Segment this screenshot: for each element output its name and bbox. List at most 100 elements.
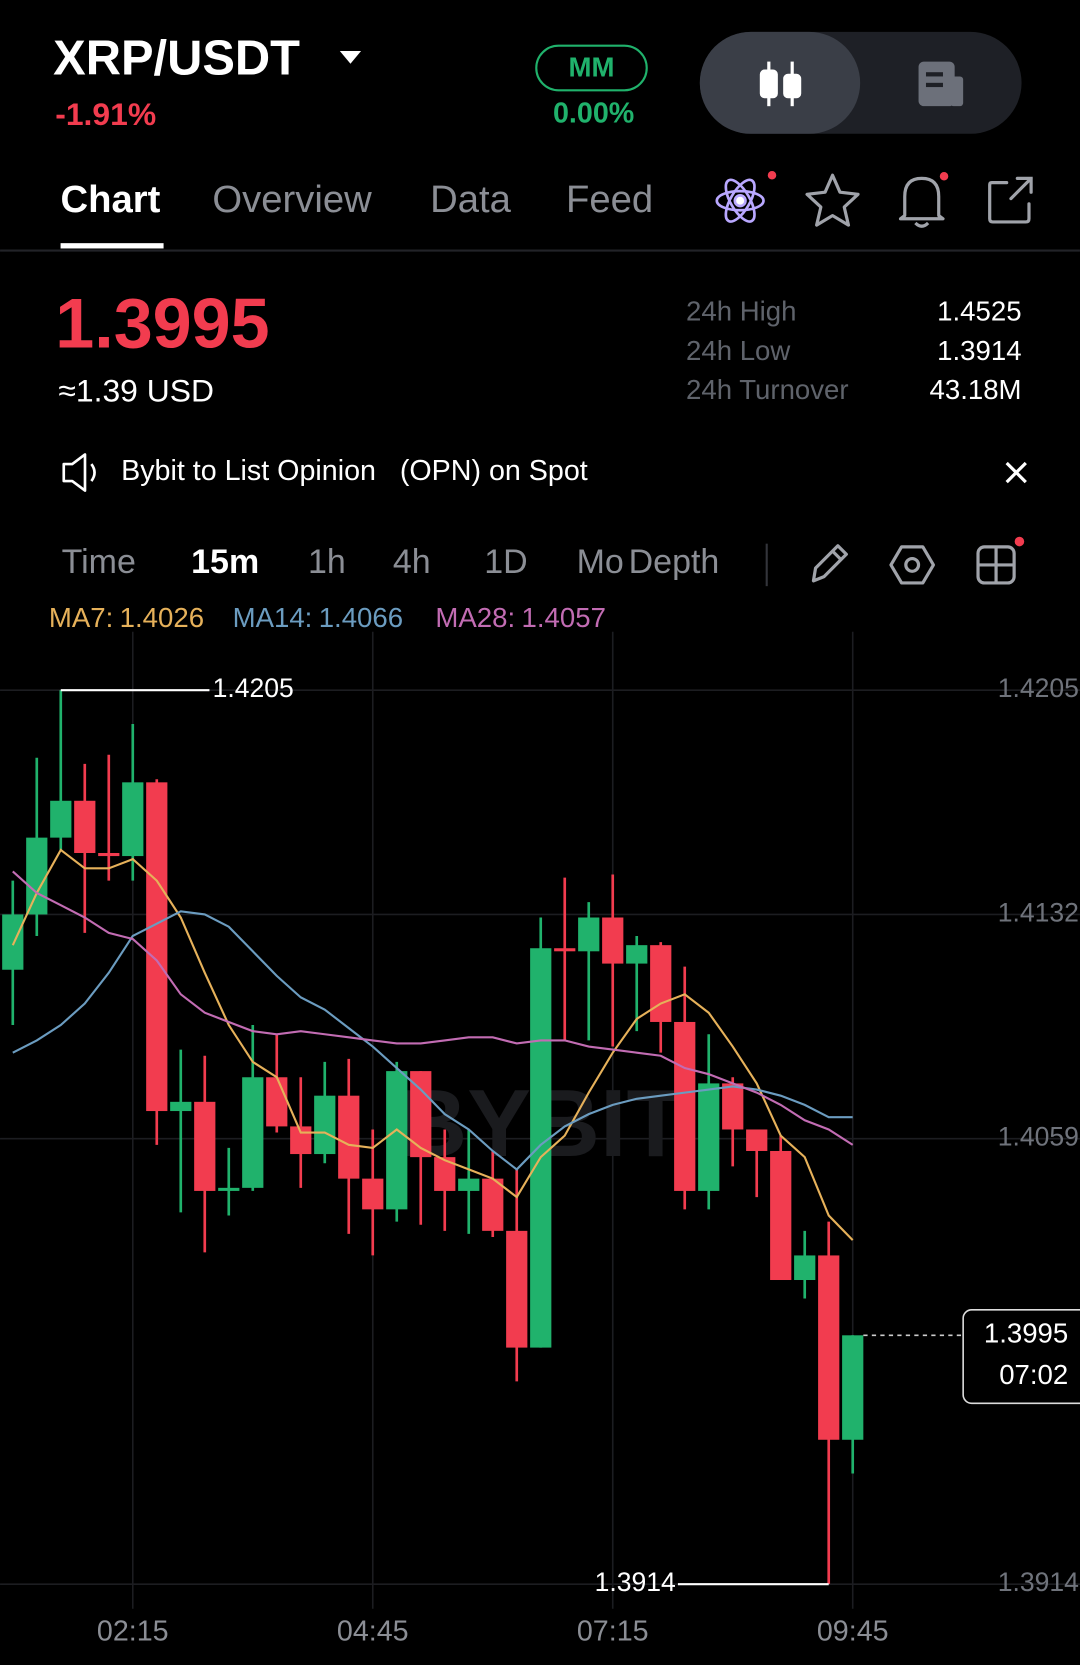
candle-body bbox=[530, 948, 552, 1348]
legend-entry: MA28: 1.4057 bbox=[435, 602, 606, 633]
interval[interactable]: Mo bbox=[577, 543, 624, 581]
stat-label: 24h Turnover bbox=[686, 374, 849, 405]
candle-body bbox=[722, 1083, 744, 1130]
mm-label[interactable]: MM bbox=[569, 51, 615, 82]
high-marker-label: 1.4205 bbox=[213, 673, 294, 703]
candle-body bbox=[170, 1101, 192, 1112]
y-tick-label: 1.3914 bbox=[998, 1567, 1079, 1597]
change: -1.91% bbox=[55, 96, 156, 132]
legend-name: MA7: bbox=[49, 602, 113, 633]
legend-value: 1.4026 bbox=[120, 602, 204, 633]
tab[interactable]: Feed bbox=[566, 178, 653, 221]
y-tick-label: 1.4132 bbox=[998, 897, 1079, 927]
stat-label: 24h High bbox=[686, 296, 796, 327]
stat-label: 24h Low bbox=[686, 335, 790, 366]
ai-icon[interactable] bbox=[715, 176, 765, 226]
legend-name: MA28: bbox=[435, 602, 515, 633]
intervals: Time 15m 1h 4h 1D Mo Depth bbox=[62, 543, 720, 581]
candle-body bbox=[458, 1178, 480, 1191]
badge-dot bbox=[1014, 536, 1025, 547]
candle-body bbox=[506, 1230, 528, 1348]
current-price-label: 1.3995 bbox=[984, 1318, 1068, 1349]
candle-body bbox=[794, 1255, 816, 1281]
candle-body bbox=[2, 914, 24, 970]
settings-icon-center bbox=[904, 556, 921, 573]
ma-line bbox=[11, 848, 854, 1241]
interval[interactable]: Depth bbox=[629, 543, 720, 581]
candle-body bbox=[410, 1071, 432, 1158]
low-marker-label: 1.3914 bbox=[595, 1567, 676, 1597]
candle-body bbox=[650, 945, 672, 1022]
tab-underline bbox=[60, 243, 164, 249]
candle-body bbox=[50, 800, 72, 838]
candle-body bbox=[578, 917, 600, 952]
candle-body bbox=[818, 1255, 840, 1440]
candle-body bbox=[242, 1077, 264, 1188]
legend-entry: MA7: 1.4026 bbox=[49, 602, 204, 633]
candle-body bbox=[674, 1021, 696, 1191]
legend-name: MA14: bbox=[233, 602, 313, 633]
countdown: 07:02 bbox=[999, 1359, 1068, 1390]
mm-badge[interactable] bbox=[535, 44, 648, 92]
candle-body bbox=[26, 837, 48, 915]
candle-body bbox=[98, 852, 120, 857]
x-tick-label: 07:15 bbox=[577, 1616, 649, 1648]
current-price-box bbox=[962, 1309, 1080, 1405]
pair-dropdown[interactable] bbox=[339, 50, 362, 64]
candle-body bbox=[626, 945, 648, 964]
candle-body bbox=[698, 1083, 720, 1191]
alert-icon[interactable] bbox=[898, 176, 945, 228]
share-icon[interactable] bbox=[988, 176, 1033, 224]
tab[interactable]: Data bbox=[430, 178, 511, 221]
legend-value: 1.4057 bbox=[522, 602, 606, 633]
info-view-icon[interactable] bbox=[918, 61, 964, 107]
interval[interactable]: 1D bbox=[484, 543, 527, 581]
interval[interactable]: 4h bbox=[393, 543, 431, 581]
draw-icon[interactable] bbox=[811, 544, 848, 583]
pair[interactable]: XRP/USDT bbox=[53, 31, 300, 85]
stats: 24h High 1.4525 24h Low 1.3914 24h Turnover 4… bbox=[686, 296, 1022, 406]
tabs: Chart Overview Data Feed bbox=[61, 178, 654, 221]
stat-value: 1.4525 bbox=[937, 296, 1021, 327]
candle-body bbox=[746, 1129, 768, 1151]
tab[interactable]: Overview bbox=[212, 178, 372, 221]
interval[interactable]: 15m bbox=[191, 543, 259, 581]
candle-body bbox=[386, 1071, 408, 1210]
candlestick-chart[interactable]: MA7: 1.4026 MA14: 1.4066 MA28: 1.4057 1.4205 1.… bbox=[0, 602, 1080, 1648]
candle-body bbox=[554, 948, 576, 952]
close-announcement[interactable] bbox=[1005, 461, 1027, 484]
candle-body bbox=[122, 782, 144, 857]
interval[interactable]: 1h bbox=[308, 543, 346, 581]
favorite-icon[interactable] bbox=[805, 173, 860, 227]
badge-dot bbox=[767, 170, 777, 180]
candle-body bbox=[362, 1178, 384, 1210]
candle-body bbox=[314, 1095, 336, 1155]
y-tick-label: 1.4059 bbox=[998, 1122, 1079, 1152]
x-tick-label: 09:45 bbox=[817, 1616, 889, 1648]
settings-icon[interactable] bbox=[889, 545, 936, 585]
speaker-icon bbox=[62, 453, 96, 492]
candle-body bbox=[602, 917, 624, 964]
announcement[interactable]: Bybit to List Opinion (OPN) on Spot bbox=[121, 455, 588, 487]
candle-view-icon[interactable] bbox=[759, 61, 802, 107]
candle-body bbox=[842, 1335, 864, 1440]
candle-body bbox=[146, 782, 168, 1112]
view-toggle-active[interactable] bbox=[699, 31, 861, 134]
candle-body bbox=[218, 1187, 240, 1191]
badge-dot bbox=[939, 172, 949, 181]
ma-line bbox=[12, 870, 854, 1146]
mm-value: 0.00% bbox=[553, 97, 634, 129]
candle-body bbox=[338, 1095, 360, 1179]
candle-body bbox=[266, 1077, 288, 1127]
x-tick-label: 02:15 bbox=[97, 1616, 169, 1648]
tab[interactable]: Chart bbox=[61, 178, 161, 221]
legend-entry: MA14: 1.4066 bbox=[233, 602, 404, 633]
y-tick-label: 1.4205 bbox=[998, 673, 1079, 703]
candle-body bbox=[770, 1150, 792, 1281]
candle-body bbox=[482, 1178, 504, 1231]
stat-value: 1.3914 bbox=[937, 335, 1021, 366]
interval[interactable]: Time bbox=[62, 543, 136, 581]
